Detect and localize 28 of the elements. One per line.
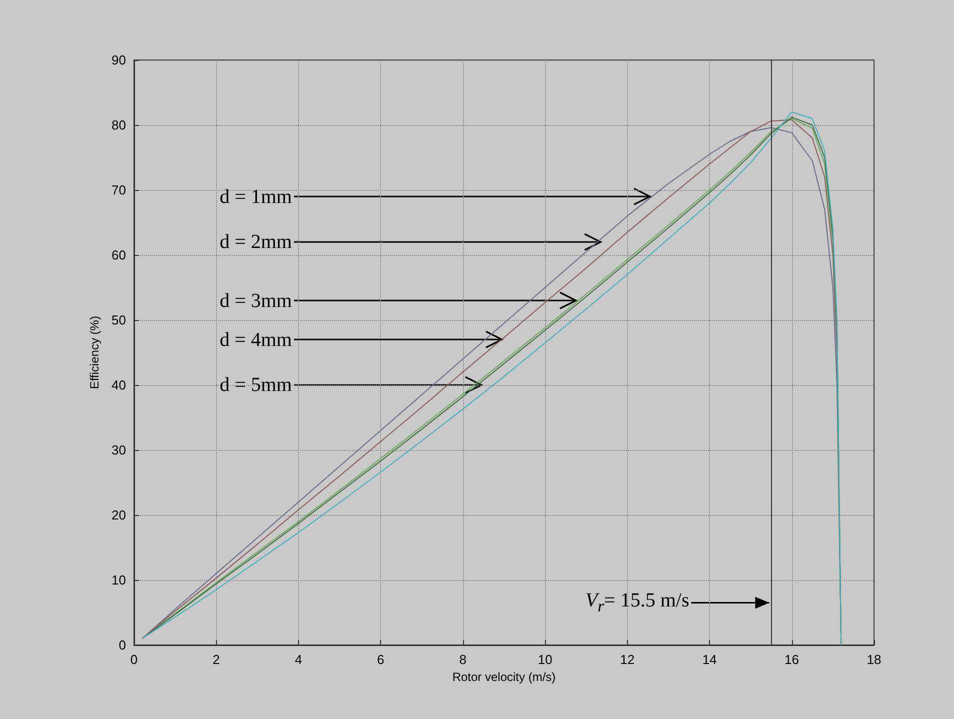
x-tick-label: 12 [620,652,635,667]
y-tick-label: 80 [112,118,126,132]
annotation: d = 5mm [220,374,292,396]
annotation: V$_{r}$= 15.5 m/s [585,589,690,616]
x-tick-label: 4 [294,652,302,667]
y-tick-label: 50 [112,312,126,328]
annotation: d = 4mm [220,328,292,350]
annotation: d = 1mm [220,186,292,208]
x-tick-label: 14 [702,652,717,667]
annotation: d = 2mm [220,231,292,253]
y-axis-title: Efficiency (%) [88,316,102,390]
y-tick-label: 0 [118,638,126,652]
x-tick-label: 18 [866,652,882,667]
x-tick-label: 0 [130,652,138,667]
y-tick-label: 20 [112,508,126,522]
y-tick-label: 70 [112,182,126,198]
y-tick-label: 90 [112,52,126,68]
x-axis-title: Rotor velocity (m/s) [452,670,556,684]
x-tick-label: 6 [377,652,384,667]
y-tick-label: 30 [112,442,126,458]
y-tick-label: 40 [112,378,126,392]
x-tick-label: 10 [538,652,552,667]
x-tick-label: 16 [784,652,800,667]
x-tick-label: 2 [212,652,220,667]
y-tick-label: 10 [112,572,126,588]
annotation: d = 3mm [220,290,292,312]
y-tick-label: 60 [112,248,126,262]
x-tick-label: 8 [459,652,467,667]
